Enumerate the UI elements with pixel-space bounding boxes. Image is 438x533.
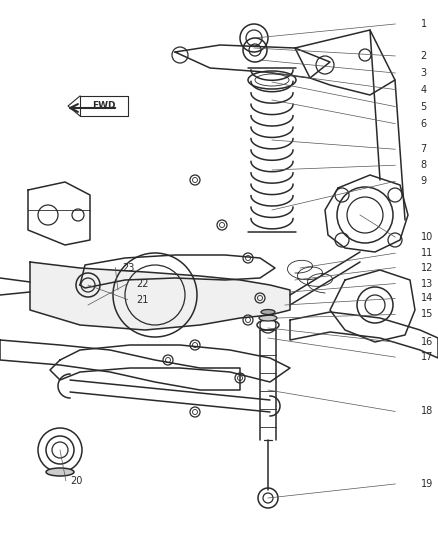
Polygon shape (30, 262, 290, 330)
Text: 19: 19 (420, 479, 433, 489)
Text: 23: 23 (123, 263, 135, 272)
Text: 11: 11 (420, 248, 433, 258)
Text: 9: 9 (420, 176, 427, 186)
Text: 15: 15 (420, 310, 433, 319)
Text: 2: 2 (420, 51, 427, 61)
Text: 18: 18 (420, 407, 433, 416)
Text: 22: 22 (136, 279, 148, 288)
Text: 21: 21 (136, 295, 148, 304)
Ellipse shape (46, 468, 74, 476)
Text: 20: 20 (70, 476, 82, 486)
Text: 12: 12 (420, 263, 433, 272)
Ellipse shape (259, 315, 277, 321)
Text: 10: 10 (420, 232, 433, 242)
Text: 13: 13 (420, 279, 433, 288)
Text: 8: 8 (420, 160, 427, 170)
Text: 5: 5 (420, 102, 427, 111)
Text: 3: 3 (420, 68, 427, 78)
Text: 4: 4 (420, 85, 427, 94)
Text: 14: 14 (420, 294, 433, 303)
Text: 7: 7 (420, 144, 427, 154)
Ellipse shape (261, 310, 275, 314)
Text: 1: 1 (420, 19, 427, 29)
Text: 17: 17 (420, 352, 433, 362)
Text: FWD: FWD (92, 101, 116, 110)
Text: 16: 16 (420, 337, 433, 347)
Text: 6: 6 (420, 119, 427, 128)
